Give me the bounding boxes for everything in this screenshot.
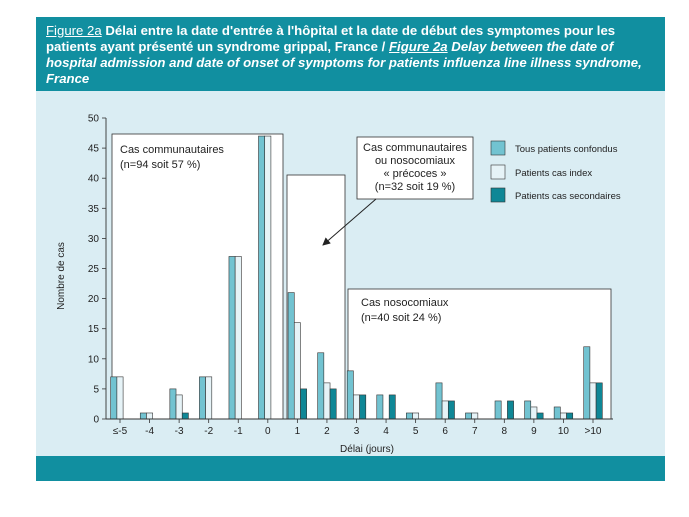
bar-index-2 [175,394,183,420]
bar-secondaires-16 [595,382,603,420]
legend-label-secondaires: Patients cas secondaires [515,191,621,202]
bar-index-7 [323,382,331,420]
bar-secondaires-15 [566,412,574,420]
legend-swatch-secondaires [490,187,506,203]
bar-index-11 [441,400,449,420]
y-tick-label-1: 5 [93,384,99,395]
y-tick-label-6: 30 [88,234,100,245]
title-english: Delay between the date of hospital admis… [46,39,642,86]
bar-secondaires-14 [536,412,544,420]
x-tick-label-7: 2 [324,426,330,437]
y-tick-label-4: 20 [88,294,100,305]
bar-index-10 [412,412,420,420]
bar-tous-10 [406,412,413,420]
chart-svg: Cas communautaires (n=94 soit 57 %) Cas … [56,114,621,456]
x-tick-label-14: 9 [531,426,537,437]
y-tick-label-9: 45 [88,144,100,155]
bar-tous-13 [494,400,502,420]
y-tick-label-5: 25 [88,264,100,275]
x-tick-label-1: -4 [145,426,154,437]
bar-secondaires-13 [507,400,514,420]
bar-tous-8 [346,370,354,420]
annotation-precoces-line2: ou nosocomiaux [375,155,456,167]
x-tick-label-16: >10 [585,426,602,437]
figure-title: Figure 2a Délai entre la date d'entrée à… [46,23,658,87]
annotation-precoces-line3: « précoces » [384,168,447,180]
bar-secondaires-2 [181,412,189,420]
annotation-communautaires-line2: (n=94 soit 57 %) [120,159,200,171]
bar-secondaires-8 [359,394,367,420]
annotation-callout-precoces [356,136,474,200]
bar-tous-6 [287,292,295,420]
x-axis-label: Délai (jours) [340,444,394,455]
bar-tous-12 [465,412,472,420]
x-tick-label-10: 5 [413,426,419,437]
x-tick-label-12: 7 [472,426,478,437]
bar-index-5 [264,135,272,420]
x-tick-label-4: -1 [234,426,243,437]
bar-secondaires-6 [300,388,307,420]
annotation-box-communautaires [111,133,284,420]
bar-index-15 [560,412,567,420]
bar-tous-0 [110,376,118,420]
figure-footer [36,456,665,481]
bar-index-0 [116,376,124,420]
annotation-arrow [322,198,377,246]
x-tick-label-6: 1 [295,426,301,437]
x-tick-label-15: 10 [558,426,570,437]
x-tick-label-3: -2 [204,426,213,437]
bar-index-8 [353,394,360,420]
y-tick-label-3: 15 [88,324,100,335]
y-axis-label: Nombre de cas [56,242,67,310]
x-tick-label-2: -3 [175,426,184,437]
x-tick-label-8: 3 [354,426,360,437]
bar-secondaires-9 [388,394,396,420]
bar-secondaires-11 [447,400,455,420]
bar-index-1 [146,412,153,420]
figure-panel: Figure 2a Délai entre la date d'entrée à… [36,17,665,481]
bar-chart: Cas communautaires (n=94 soit 57 %) Cas … [36,91,665,456]
y-tick-label-2: 10 [88,354,100,365]
bar-index-14 [530,406,538,420]
y-tick-label-8: 40 [88,174,100,185]
annotation-communautaires-line1: Cas communautaires [120,144,224,156]
annotation-precoces-line1: Cas communautaires [363,142,467,154]
annotation-nosocomiaux-line2: (n=40 soit 24 %) [361,312,441,324]
legend-swatch-index [490,164,506,180]
bar-tous-16 [583,346,591,420]
x-tick-label-13: 8 [502,426,508,437]
bar-index-3 [205,376,213,420]
figure-header: Figure 2a Délai entre la date d'entrée à… [36,17,665,91]
annotation-precoces-line4: (n=32 soit 19 %) [375,181,455,193]
bar-tous-11 [435,382,443,420]
bar-secondaires-7 [329,388,337,420]
bar-tous-3 [199,376,206,420]
bar-index-4 [234,256,242,420]
figure-label-en: Figure 2a [388,39,448,54]
y-tick-label-0: 0 [93,415,99,426]
bar-tous-4 [228,256,236,420]
bar-tous-14 [524,400,532,420]
legend-label-tous: Tous patients confondus [515,144,618,155]
annotation-nosocomiaux-line1: Cas nosocomiaux [361,297,449,309]
bar-tous-1 [139,412,147,420]
y-tick-label-10: 50 [88,114,100,125]
x-tick-label-11: 6 [442,426,448,437]
legend-label-index: Patients cas index [515,168,592,179]
bar-tous-9 [376,394,384,420]
figure-label-fr: Figure 2a [46,23,102,38]
legend-swatch-tous [490,140,506,156]
bar-tous-7 [317,352,325,420]
bar-index-16 [589,382,597,420]
title-french: Délai entre la date d'entrée à l'hôpital… [46,23,616,54]
x-tick-label-0: ≤-5 [113,426,128,437]
x-tick-label-9: 4 [383,426,389,437]
bar-index-12 [471,412,479,420]
bar-tous-5 [258,135,266,420]
x-tick-label-5: 0 [265,426,271,437]
bar-tous-15 [553,406,561,420]
y-tick-label-7: 35 [88,204,100,215]
bar-tous-2 [169,388,177,420]
bar-index-6 [293,322,301,420]
